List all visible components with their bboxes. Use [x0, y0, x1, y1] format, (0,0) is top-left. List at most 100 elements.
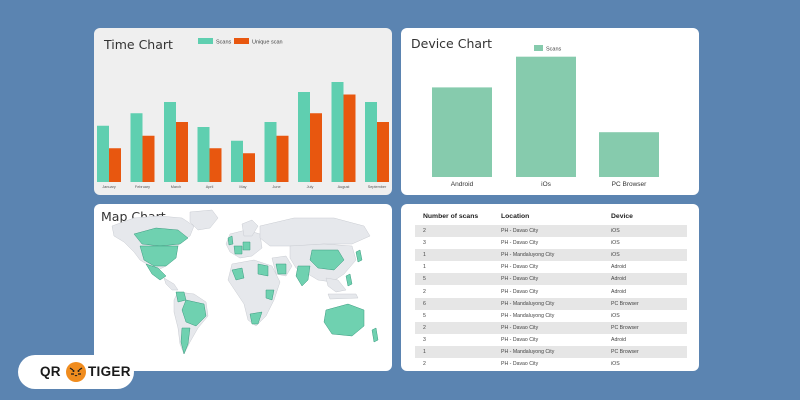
table-row: 2 PH - Davao City PC Browser — [415, 321, 687, 334]
cell-device: iOS — [611, 312, 620, 319]
map-region-southeast-asia — [325, 277, 347, 293]
bar-unique-september — [377, 122, 389, 182]
bar-scans-august — [331, 82, 344, 182]
map-region-scandinavia — [241, 219, 259, 237]
cell-device: Adroid — [611, 288, 626, 295]
cell-location: PH - Davao City — [501, 336, 539, 343]
map-region-indonesia — [327, 293, 359, 300]
x-tick-ios: iOs — [541, 181, 552, 188]
map-region-west-africa — [231, 267, 245, 281]
time-chart: Scans Unique scan January February March Apri… — [97, 38, 389, 189]
map-chart-card: Map Chart — [94, 204, 392, 371]
tiger-icon — [66, 362, 86, 382]
map-region-russia — [259, 217, 371, 247]
cell-scans: 2 — [423, 361, 426, 368]
column-header-location: Location — [501, 213, 530, 220]
bar-unique-march — [176, 122, 188, 182]
cell-location: PH - Davao City — [501, 361, 539, 368]
map-region-india — [295, 265, 311, 287]
x-tick-september: September — [368, 185, 387, 189]
cell-location: PH - Davao City — [501, 240, 539, 247]
bar-scans-september — [365, 102, 377, 182]
x-tick-april: April — [206, 185, 214, 189]
map-region-brazil — [181, 299, 207, 327]
bar-unique-february — [142, 135, 155, 182]
x-tick-android: Android — [451, 181, 474, 188]
cell-location: PH - Davao City — [501, 288, 539, 295]
cell-scans: 2 — [415, 321, 493, 334]
cell-device: Adroid — [603, 273, 687, 286]
map-region-kenya — [265, 289, 275, 301]
cell-location: PH - Davao City — [493, 321, 603, 334]
logo-text-left: QR — [40, 364, 61, 379]
legend-label-unique: Unique scan — [252, 40, 283, 46]
table-row: 5 PH - Mandaluyong City iOS — [415, 310, 687, 322]
map-region-greenland — [189, 209, 219, 231]
map-region-china — [309, 249, 345, 271]
cell-scans: 2 — [423, 288, 426, 295]
x-tick-july: July — [307, 185, 314, 189]
table-row: 1 PH - Mandaluyong City iOS — [415, 249, 687, 262]
cell-device: PC Browser — [603, 297, 687, 310]
cell-location: PH - Mandaluyong City — [501, 312, 555, 319]
bar-unique-august — [343, 94, 356, 182]
cell-device: Adroid — [611, 264, 626, 271]
cell-device: iOS — [611, 361, 620, 368]
cell-scans: 2 — [415, 225, 493, 238]
cell-location: PH - Davao City — [493, 273, 603, 286]
legend-swatch-scans — [198, 38, 213, 44]
cell-scans: 1 — [415, 249, 493, 262]
legend-label-scans: Scans — [546, 47, 562, 53]
cell-scans: 5 — [415, 273, 493, 286]
map-region-saudi-arabia — [275, 263, 287, 275]
map-region-france — [233, 245, 243, 255]
map-region-philippines — [345, 273, 353, 287]
bar-unique-january — [109, 148, 121, 182]
map-region-uk — [227, 235, 234, 246]
device-chart: Scans Android iOs PC Browser — [432, 45, 659, 188]
bar-unique-april — [209, 148, 222, 182]
map-region-germany — [242, 241, 251, 251]
cell-device: PC Browser — [603, 345, 687, 359]
map-region-usa — [139, 245, 179, 267]
x-tick-june: June — [272, 185, 280, 189]
column-header-device: Device — [611, 213, 633, 220]
table-row: 3 PH - Davao City Adroid — [415, 334, 687, 346]
bar-scans-march — [164, 102, 176, 182]
cell-location: PH - Mandaluyong City — [493, 345, 603, 359]
time-chart-title: Time Chart — [104, 37, 173, 52]
bar-scans-july — [298, 92, 310, 182]
map-region-japan — [355, 249, 363, 263]
logo-text-right: TIGER — [88, 364, 131, 379]
device-chart-title: Device Chart — [411, 36, 493, 51]
table-row: 3 PH - Davao City iOS — [415, 237, 687, 249]
bar-unique-june — [276, 135, 289, 182]
cell-scans: 3 — [423, 240, 426, 247]
bar-ios — [516, 56, 576, 177]
bar-pc-browser — [599, 132, 659, 177]
map-region-argentina — [180, 327, 191, 355]
bar-scans-may — [231, 140, 243, 182]
cell-scans: 1 — [423, 264, 426, 271]
cell-device: iOS — [611, 240, 620, 247]
cell-scans: 6 — [415, 297, 493, 310]
map-region-canada — [133, 227, 189, 247]
qrtiger-logo: QR TIGER — [18, 355, 134, 389]
cell-device: iOS — [603, 225, 687, 238]
table-row: 5 PH - Davao City Adroid — [415, 273, 687, 286]
cell-location: PH - Davao City — [501, 264, 539, 271]
legend-label-scans: Scans — [216, 40, 232, 46]
table-row: 2 PH - Davao City iOS — [415, 358, 687, 370]
device-chart-card: Device Chart Scans Android iOs PC Browser — [401, 28, 699, 195]
cell-location: PH - Davao City — [493, 225, 603, 238]
bar-unique-may — [243, 153, 255, 182]
cell-location: PH - Mandaluyong City — [493, 297, 603, 310]
table-row: 2 PH - Davao City Adroid — [415, 285, 687, 297]
cell-device: iOS — [603, 249, 687, 262]
bar-scans-june — [264, 122, 277, 182]
bar-scans-february — [130, 113, 143, 182]
column-header-scans: Number of scans — [423, 213, 479, 220]
map-region-south-africa — [249, 311, 263, 325]
map-region-central-america — [163, 277, 179, 291]
map-region-mexico — [145, 263, 167, 281]
